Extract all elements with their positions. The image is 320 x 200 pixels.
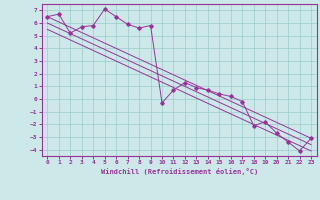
X-axis label: Windchill (Refroidissement éolien,°C): Windchill (Refroidissement éolien,°C) xyxy=(100,168,258,175)
